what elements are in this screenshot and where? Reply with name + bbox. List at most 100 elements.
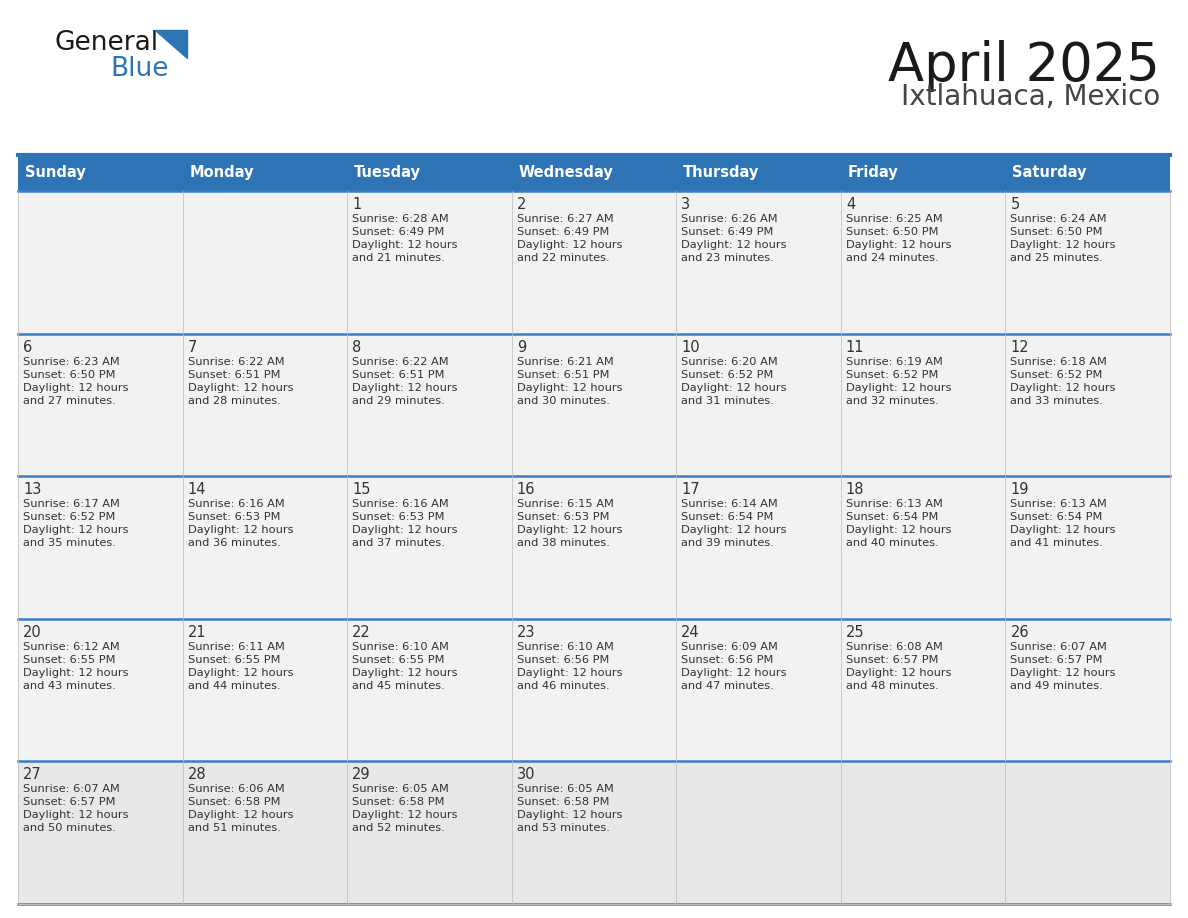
Text: Sunset: 6:50 PM: Sunset: 6:50 PM <box>1011 227 1102 237</box>
Bar <box>347 191 512 333</box>
Bar <box>1005 191 1170 333</box>
Bar <box>841 761 1005 904</box>
Bar <box>347 619 512 761</box>
Text: Daylight: 12 hours: Daylight: 12 hours <box>1011 240 1116 250</box>
Bar <box>1005 476 1170 619</box>
Text: General: General <box>55 30 159 56</box>
Text: Sunrise: 6:06 AM: Sunrise: 6:06 AM <box>188 784 284 794</box>
Bar <box>347 476 512 619</box>
Text: 24: 24 <box>681 625 700 640</box>
Text: Sunset: 6:58 PM: Sunset: 6:58 PM <box>352 798 444 808</box>
Text: Sunrise: 6:15 AM: Sunrise: 6:15 AM <box>517 499 613 509</box>
Text: Sunset: 6:56 PM: Sunset: 6:56 PM <box>681 655 773 665</box>
Polygon shape <box>154 30 187 58</box>
Text: Monday: Monday <box>190 165 254 181</box>
Text: Daylight: 12 hours: Daylight: 12 hours <box>1011 525 1116 535</box>
Bar <box>1005 619 1170 761</box>
Text: Sunrise: 6:07 AM: Sunrise: 6:07 AM <box>23 784 120 794</box>
Bar <box>676 476 841 619</box>
Text: Sunrise: 6:08 AM: Sunrise: 6:08 AM <box>846 642 943 652</box>
Text: and 50 minutes.: and 50 minutes. <box>23 823 116 834</box>
Bar <box>512 619 676 761</box>
Text: Blue: Blue <box>110 56 169 82</box>
Bar <box>512 761 676 904</box>
Bar <box>18 761 183 904</box>
Text: Wednesday: Wednesday <box>519 165 613 181</box>
Text: and 44 minutes.: and 44 minutes. <box>188 681 280 691</box>
Text: Daylight: 12 hours: Daylight: 12 hours <box>352 525 457 535</box>
Text: Sunrise: 6:16 AM: Sunrise: 6:16 AM <box>188 499 284 509</box>
Text: and 41 minutes.: and 41 minutes. <box>1011 538 1104 548</box>
Text: Sunrise: 6:16 AM: Sunrise: 6:16 AM <box>352 499 449 509</box>
Text: Tuesday: Tuesday <box>354 165 421 181</box>
Text: 12: 12 <box>1011 340 1029 354</box>
Text: and 39 minutes.: and 39 minutes. <box>681 538 775 548</box>
Bar <box>512 333 676 476</box>
Text: Daylight: 12 hours: Daylight: 12 hours <box>846 525 952 535</box>
Text: Sunset: 6:54 PM: Sunset: 6:54 PM <box>846 512 939 522</box>
Text: 23: 23 <box>517 625 536 640</box>
Text: and 46 minutes.: and 46 minutes. <box>517 681 609 691</box>
Text: Sunrise: 6:05 AM: Sunrise: 6:05 AM <box>352 784 449 794</box>
Text: Sunset: 6:53 PM: Sunset: 6:53 PM <box>188 512 280 522</box>
Text: Sunrise: 6:24 AM: Sunrise: 6:24 AM <box>1011 214 1107 224</box>
Text: and 21 minutes.: and 21 minutes. <box>352 253 444 263</box>
Bar <box>347 333 512 476</box>
Bar <box>841 476 1005 619</box>
Text: Sunset: 6:49 PM: Sunset: 6:49 PM <box>352 227 444 237</box>
Text: and 52 minutes.: and 52 minutes. <box>352 823 444 834</box>
Text: Daylight: 12 hours: Daylight: 12 hours <box>846 383 952 393</box>
Text: Ixtlahuaca, Mexico: Ixtlahuaca, Mexico <box>901 83 1159 111</box>
Text: 9: 9 <box>517 340 526 354</box>
Text: Sunrise: 6:27 AM: Sunrise: 6:27 AM <box>517 214 613 224</box>
Text: 13: 13 <box>23 482 42 498</box>
Text: Daylight: 12 hours: Daylight: 12 hours <box>846 240 952 250</box>
Text: Sunset: 6:54 PM: Sunset: 6:54 PM <box>681 512 773 522</box>
Text: Daylight: 12 hours: Daylight: 12 hours <box>517 525 623 535</box>
Text: and 53 minutes.: and 53 minutes. <box>517 823 609 834</box>
Text: Sunset: 6:57 PM: Sunset: 6:57 PM <box>1011 655 1102 665</box>
Text: Sunrise: 6:10 AM: Sunrise: 6:10 AM <box>352 642 449 652</box>
Text: Friday: Friday <box>848 165 898 181</box>
Bar <box>841 333 1005 476</box>
Text: 2: 2 <box>517 197 526 212</box>
Text: Sunset: 6:57 PM: Sunset: 6:57 PM <box>846 655 939 665</box>
Text: Sunset: 6:53 PM: Sunset: 6:53 PM <box>517 512 609 522</box>
Text: and 33 minutes.: and 33 minutes. <box>1011 396 1104 406</box>
Bar <box>841 619 1005 761</box>
Text: Daylight: 12 hours: Daylight: 12 hours <box>517 383 623 393</box>
Text: Daylight: 12 hours: Daylight: 12 hours <box>23 383 128 393</box>
Text: 27: 27 <box>23 767 42 782</box>
Text: Sunset: 6:55 PM: Sunset: 6:55 PM <box>188 655 280 665</box>
Bar <box>676 155 841 191</box>
Bar <box>841 191 1005 333</box>
Text: 14: 14 <box>188 482 206 498</box>
Text: Sunrise: 6:26 AM: Sunrise: 6:26 AM <box>681 214 778 224</box>
Text: Daylight: 12 hours: Daylight: 12 hours <box>352 811 457 821</box>
Text: 16: 16 <box>517 482 536 498</box>
Text: Sunrise: 6:18 AM: Sunrise: 6:18 AM <box>1011 356 1107 366</box>
Bar <box>1005 333 1170 476</box>
Bar <box>676 333 841 476</box>
Text: 15: 15 <box>352 482 371 498</box>
Text: and 23 minutes.: and 23 minutes. <box>681 253 775 263</box>
Bar <box>183 155 347 191</box>
Text: Sunset: 6:57 PM: Sunset: 6:57 PM <box>23 798 115 808</box>
Bar <box>18 191 183 333</box>
Bar <box>183 333 347 476</box>
Text: Sunset: 6:50 PM: Sunset: 6:50 PM <box>846 227 939 237</box>
Bar <box>183 761 347 904</box>
Text: and 48 minutes.: and 48 minutes. <box>846 681 939 691</box>
Text: Sunrise: 6:13 AM: Sunrise: 6:13 AM <box>1011 499 1107 509</box>
Bar <box>512 155 676 191</box>
Text: Daylight: 12 hours: Daylight: 12 hours <box>23 811 128 821</box>
Text: Sunset: 6:49 PM: Sunset: 6:49 PM <box>681 227 773 237</box>
Text: Daylight: 12 hours: Daylight: 12 hours <box>517 667 623 677</box>
Text: 22: 22 <box>352 625 371 640</box>
Text: and 40 minutes.: and 40 minutes. <box>846 538 939 548</box>
Text: Sunset: 6:52 PM: Sunset: 6:52 PM <box>681 370 773 380</box>
Text: and 28 minutes.: and 28 minutes. <box>188 396 280 406</box>
Text: and 37 minutes.: and 37 minutes. <box>352 538 446 548</box>
Bar <box>676 191 841 333</box>
Text: Sunrise: 6:22 AM: Sunrise: 6:22 AM <box>188 356 284 366</box>
